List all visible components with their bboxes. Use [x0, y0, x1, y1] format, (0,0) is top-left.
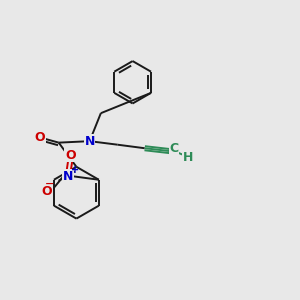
Text: N: N [63, 170, 73, 183]
Text: −: − [45, 179, 54, 189]
Text: O: O [34, 131, 45, 144]
Text: C: C [169, 142, 179, 155]
Text: O: O [41, 185, 52, 198]
Text: +: + [70, 165, 79, 175]
Text: H: H [182, 151, 193, 164]
Text: O: O [65, 148, 76, 161]
Text: N: N [85, 135, 95, 148]
